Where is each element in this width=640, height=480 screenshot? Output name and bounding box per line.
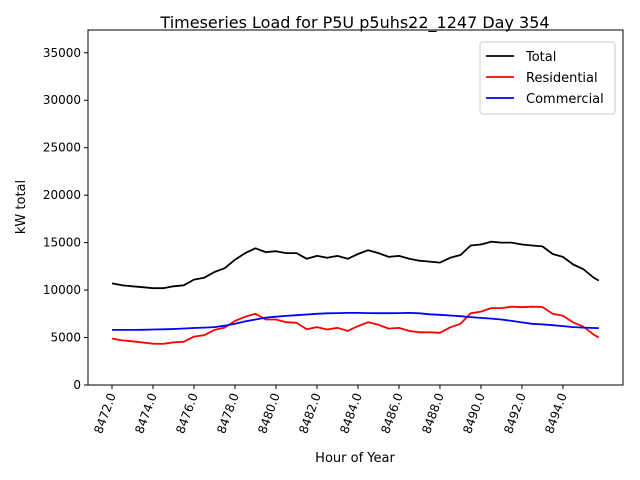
x-tick-label: 8472.0 xyxy=(91,391,119,435)
y-tick-label: 5000 xyxy=(50,331,81,345)
y-axis-label: kW total xyxy=(14,180,29,234)
y-tick-label: 15000 xyxy=(43,236,81,250)
x-tick-label: 8494.0 xyxy=(542,391,570,435)
legend: Total Residential Commercial xyxy=(479,41,616,115)
y-tick-label: 25000 xyxy=(43,141,81,155)
chart-title: Timeseries Load for P5U p5uhs22_1247 Day… xyxy=(159,13,549,33)
axes-frame xyxy=(87,29,624,386)
x-tick-label: 8482.0 xyxy=(296,391,324,435)
series-line-commercial xyxy=(112,311,599,331)
x-tick-label: 8490.0 xyxy=(460,391,488,435)
series-line-total xyxy=(111,240,600,290)
y-tick-label: 30000 xyxy=(43,93,81,107)
x-tick-label: 8486.0 xyxy=(378,391,406,435)
x-tick-label: 8492.0 xyxy=(501,391,529,435)
y-axis: 0 5000 10000 15000 20000 25000 30000 35000 xyxy=(43,46,88,392)
legend-label-residential: Residential xyxy=(526,71,598,86)
x-tick-label: 8484.0 xyxy=(337,391,365,435)
series-line-residential xyxy=(111,305,600,345)
x-tick-label: 8488.0 xyxy=(419,391,447,435)
x-axis: 8472.0 8474.0 8476.0 8478.0 8480.0 8482.0 8484… xyxy=(91,385,570,435)
legend-box xyxy=(479,41,616,115)
y-tick-label: 10000 xyxy=(43,283,81,297)
legend-label-commercial: Commercial xyxy=(526,92,604,107)
plot-area xyxy=(111,240,600,345)
x-tick-label: 8478.0 xyxy=(214,391,242,435)
y-tick-label: 20000 xyxy=(43,188,81,202)
x-axis-label: Hour of Year xyxy=(315,451,395,466)
x-tick-label: 8480.0 xyxy=(255,391,283,435)
y-tick-label: 0 xyxy=(73,378,81,392)
legend-label-total: Total xyxy=(525,50,556,65)
x-tick-label: 8474.0 xyxy=(132,391,160,435)
x-tick-label: 8476.0 xyxy=(173,391,201,435)
y-tick-label: 35000 xyxy=(43,46,81,60)
